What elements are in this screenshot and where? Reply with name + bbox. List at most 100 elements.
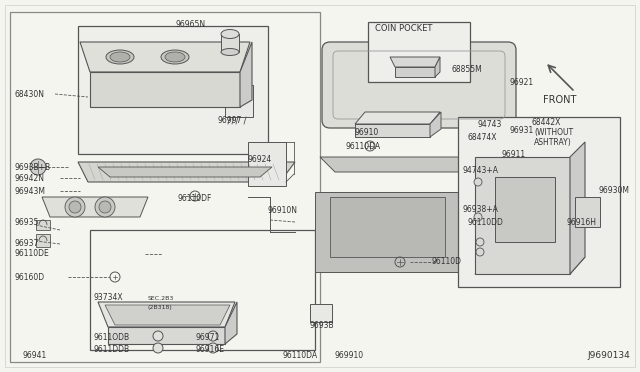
Circle shape — [65, 197, 85, 217]
Text: 96931: 96931 — [510, 125, 534, 135]
Text: 96911: 96911 — [502, 150, 526, 158]
Text: 96943M: 96943M — [14, 186, 45, 196]
Text: 96930M: 96930M — [599, 186, 630, 195]
Text: 9693B+B: 9693B+B — [14, 163, 50, 171]
Text: 96916E: 96916E — [195, 346, 224, 355]
Bar — [248, 142, 286, 186]
Text: 96110DD: 96110DD — [468, 218, 504, 227]
Text: 94743: 94743 — [478, 119, 502, 128]
Polygon shape — [36, 220, 50, 230]
Text: 68430N: 68430N — [14, 90, 44, 99]
Text: 96110DA: 96110DA — [346, 141, 381, 151]
Text: 68855M: 68855M — [452, 64, 483, 74]
Text: 68474X: 68474X — [468, 132, 497, 141]
Polygon shape — [80, 42, 250, 72]
Ellipse shape — [106, 50, 134, 64]
Text: SEC.2B3: SEC.2B3 — [148, 295, 174, 301]
Polygon shape — [240, 42, 252, 107]
Text: 9611ODB: 9611ODB — [93, 334, 129, 343]
Text: (WITHOUT: (WITHOUT — [534, 128, 573, 137]
Circle shape — [208, 343, 218, 353]
Text: 96160D: 96160D — [14, 273, 44, 282]
Polygon shape — [42, 197, 148, 217]
Text: FRONT: FRONT — [543, 95, 577, 105]
Text: 9611DDB: 9611DDB — [93, 346, 129, 355]
Polygon shape — [36, 234, 50, 247]
Bar — [368, 22, 470, 82]
Text: 96910: 96910 — [355, 128, 380, 137]
Bar — [221, 34, 239, 52]
Text: 96971: 96971 — [195, 333, 220, 341]
Circle shape — [99, 201, 111, 213]
Text: 96935: 96935 — [14, 218, 38, 227]
Polygon shape — [105, 305, 230, 325]
Polygon shape — [475, 157, 570, 274]
Bar — [78, 26, 268, 154]
Bar — [458, 117, 620, 287]
Polygon shape — [295, 152, 490, 292]
Text: 96965N: 96965N — [175, 19, 205, 29]
Text: 96910N: 96910N — [268, 205, 298, 215]
Text: 96110DE: 96110DE — [14, 250, 49, 259]
Text: 96941: 96941 — [22, 352, 46, 360]
Bar — [10, 12, 320, 362]
Polygon shape — [315, 192, 460, 272]
Polygon shape — [108, 327, 225, 344]
Circle shape — [95, 197, 115, 217]
Ellipse shape — [165, 52, 185, 62]
Ellipse shape — [221, 29, 239, 38]
Polygon shape — [475, 257, 585, 274]
Ellipse shape — [110, 52, 130, 62]
Text: COIN POCKET: COIN POCKET — [375, 23, 433, 32]
Polygon shape — [390, 57, 440, 67]
Text: 96110DA: 96110DA — [283, 352, 318, 360]
Text: 68442X: 68442X — [532, 118, 561, 126]
Polygon shape — [320, 157, 480, 172]
Polygon shape — [490, 132, 510, 292]
Text: 96924: 96924 — [248, 154, 272, 164]
Text: J9690134: J9690134 — [588, 352, 630, 360]
Text: ASHTRAY): ASHTRAY) — [534, 138, 572, 147]
Polygon shape — [435, 57, 440, 77]
Polygon shape — [78, 162, 295, 182]
Text: 96942N: 96942N — [14, 173, 44, 183]
Circle shape — [153, 343, 163, 353]
Polygon shape — [395, 67, 435, 77]
Polygon shape — [430, 112, 441, 137]
Ellipse shape — [161, 50, 189, 64]
Polygon shape — [575, 197, 600, 227]
Circle shape — [153, 331, 163, 341]
Text: 93734X: 93734X — [93, 292, 123, 301]
Bar — [225, 85, 253, 117]
Circle shape — [69, 201, 81, 213]
Text: 96110D: 96110D — [432, 257, 462, 266]
Polygon shape — [330, 197, 445, 257]
Text: 96921: 96921 — [510, 77, 534, 87]
Circle shape — [474, 178, 482, 186]
Text: 94743+A: 94743+A — [463, 166, 499, 174]
Polygon shape — [225, 302, 237, 344]
Polygon shape — [355, 112, 440, 124]
Text: 96937: 96937 — [14, 240, 38, 248]
Text: 96916H: 96916H — [567, 218, 597, 227]
Circle shape — [476, 248, 484, 256]
Polygon shape — [355, 124, 430, 137]
Ellipse shape — [221, 48, 239, 55]
Polygon shape — [495, 177, 555, 242]
Text: 96997: 96997 — [218, 115, 243, 125]
Text: 969910: 969910 — [335, 352, 364, 360]
Polygon shape — [90, 72, 240, 107]
Circle shape — [208, 331, 218, 341]
Bar — [310, 304, 332, 322]
FancyBboxPatch shape — [322, 42, 516, 128]
Polygon shape — [295, 132, 510, 152]
Text: 96938+A: 96938+A — [463, 205, 499, 214]
Text: 96110DF: 96110DF — [178, 193, 212, 202]
Circle shape — [474, 213, 482, 221]
Circle shape — [30, 159, 46, 175]
Polygon shape — [570, 142, 585, 274]
Polygon shape — [98, 167, 272, 177]
Text: (2B318): (2B318) — [148, 305, 173, 310]
Text: 9693B: 9693B — [310, 321, 335, 330]
Polygon shape — [98, 302, 235, 327]
